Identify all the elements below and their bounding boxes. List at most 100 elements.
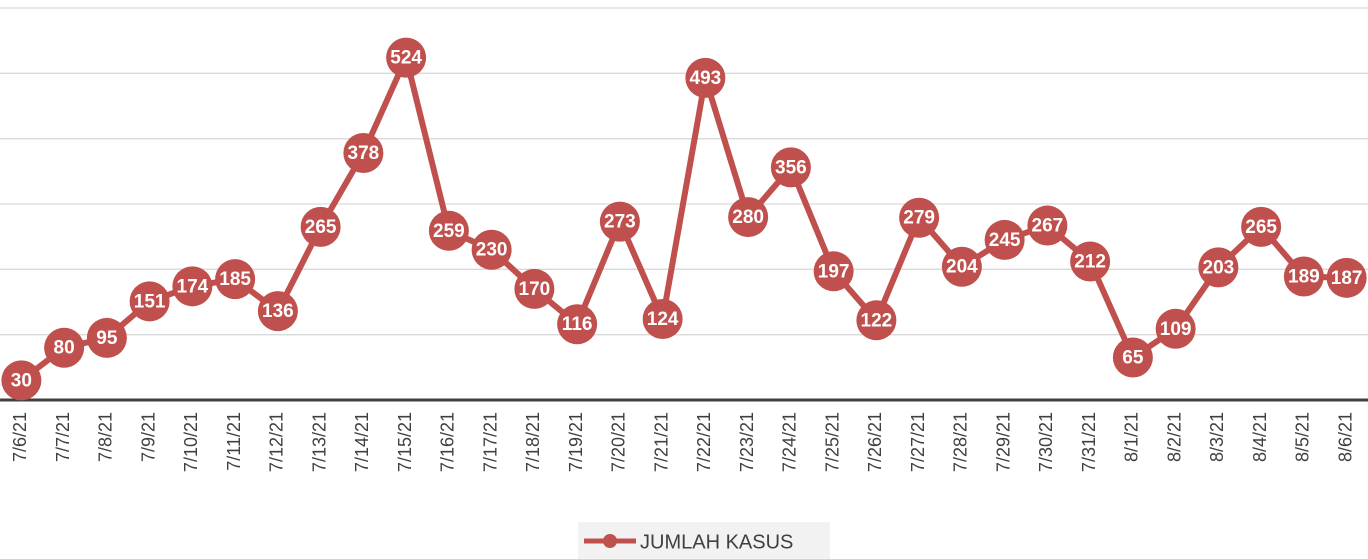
x-tick-label: 8/3/21 xyxy=(1207,412,1227,462)
data-label: 267 xyxy=(1032,216,1064,237)
data-point xyxy=(599,201,640,242)
x-tick-label: 7/20/21 xyxy=(609,412,629,472)
x-tick-label: 7/8/21 xyxy=(96,412,116,462)
data-label: 116 xyxy=(562,314,593,335)
x-tick-label: 7/16/21 xyxy=(438,412,458,472)
x-tick-label: 7/14/21 xyxy=(352,412,372,472)
data-point xyxy=(856,300,897,341)
x-tick-label: 7/6/21 xyxy=(10,412,30,462)
data-point xyxy=(728,197,769,238)
data-label: 230 xyxy=(476,240,508,261)
data-label: 279 xyxy=(903,208,935,229)
data-point xyxy=(428,210,469,251)
data-point xyxy=(770,147,811,188)
x-tick-label: 7/19/21 xyxy=(566,412,586,472)
x-tick-label: 8/1/21 xyxy=(1122,412,1142,462)
x-tick-label: 7/26/21 xyxy=(865,412,885,472)
data-point xyxy=(941,246,982,287)
data-point xyxy=(514,268,555,309)
x-tick-label: 7/9/21 xyxy=(138,412,158,462)
data-label: 65 xyxy=(1122,348,1144,369)
data-point xyxy=(1198,247,1239,288)
data-point xyxy=(129,281,170,322)
data-label: 265 xyxy=(305,217,337,238)
data-label: 378 xyxy=(348,143,380,164)
data-label: 197 xyxy=(818,261,850,282)
x-tick-label: 7/22/21 xyxy=(694,412,714,472)
data-point xyxy=(172,266,213,307)
x-tick-label: 7/13/21 xyxy=(309,412,329,472)
data-point xyxy=(215,259,256,300)
data-label: 151 xyxy=(134,291,166,312)
data-label: 30 xyxy=(11,370,32,391)
x-tick-label: 7/17/21 xyxy=(480,412,500,472)
legend: JUMLAH KASUS xyxy=(578,522,830,559)
x-tick-label: 7/15/21 xyxy=(395,412,415,472)
data-point xyxy=(685,57,726,98)
data-label: 95 xyxy=(96,328,118,349)
data-label: 189 xyxy=(1288,267,1320,288)
x-tick-label: 7/23/21 xyxy=(737,412,757,472)
x-tick-label: 8/2/21 xyxy=(1164,412,1184,462)
data-label: 122 xyxy=(861,310,893,331)
x-tick-label: 8/4/21 xyxy=(1250,412,1270,462)
data-label: 80 xyxy=(54,338,75,359)
x-tick-label: 8/5/21 xyxy=(1293,412,1313,462)
data-label: 524 xyxy=(390,48,422,69)
data-point xyxy=(471,229,512,270)
x-tick-label: 8/6/21 xyxy=(1335,412,1355,462)
x-tick-label: 7/10/21 xyxy=(181,412,201,472)
x-tick-label: 7/18/21 xyxy=(523,412,543,472)
data-label: 259 xyxy=(433,221,465,242)
data-point xyxy=(1027,205,1068,246)
legend-marker xyxy=(603,534,617,548)
data-label: 204 xyxy=(946,257,978,278)
x-tick-label: 7/11/21 xyxy=(224,412,244,471)
data-point xyxy=(1283,256,1324,297)
data-point xyxy=(1326,257,1367,298)
data-point xyxy=(1155,308,1196,349)
data-label: 124 xyxy=(647,309,679,330)
data-point xyxy=(44,327,85,368)
data-point xyxy=(642,298,683,339)
data-label: 136 xyxy=(262,301,294,322)
data-label: 187 xyxy=(1331,268,1363,289)
x-tick-label: 7/12/21 xyxy=(267,412,287,472)
x-tick-label: 7/30/21 xyxy=(1036,412,1056,472)
data-label: 185 xyxy=(219,269,251,290)
data-point xyxy=(386,37,427,78)
data-point xyxy=(1112,337,1153,378)
data-label: 280 xyxy=(732,207,764,228)
data-point xyxy=(1070,241,1111,282)
x-tick-label: 7/27/21 xyxy=(908,412,928,472)
data-point xyxy=(300,206,341,247)
x-tick-label: 7/28/21 xyxy=(951,412,971,472)
data-label: 356 xyxy=(775,157,807,178)
data-point xyxy=(343,133,384,174)
data-label: 174 xyxy=(177,276,209,297)
data-point xyxy=(1,360,42,401)
x-tick-label: 7/25/21 xyxy=(822,412,842,472)
data-point xyxy=(86,317,127,358)
x-tick-label: 7/24/21 xyxy=(780,412,800,472)
data-point xyxy=(813,251,854,292)
data-label: 109 xyxy=(1160,319,1192,340)
data-label: 493 xyxy=(690,68,722,89)
x-tick-label: 7/31/21 xyxy=(1079,412,1099,472)
data-line xyxy=(19,54,1347,383)
data-label: 245 xyxy=(989,230,1021,251)
data-point xyxy=(257,291,298,332)
data-point xyxy=(899,197,940,238)
x-tick-label: 7/29/21 xyxy=(993,412,1013,472)
data-point xyxy=(1241,206,1282,247)
data-label: 265 xyxy=(1245,217,1277,238)
legend-label: JUMLAH KASUS xyxy=(640,531,793,553)
data-label: 273 xyxy=(604,212,636,233)
data-label: 212 xyxy=(1074,252,1106,273)
data-label: 170 xyxy=(519,279,551,300)
x-tick-label: 7/7/21 xyxy=(53,412,73,462)
data-label: 203 xyxy=(1203,257,1235,278)
x-tick-label: 7/21/21 xyxy=(651,412,671,472)
data-point xyxy=(557,304,598,345)
